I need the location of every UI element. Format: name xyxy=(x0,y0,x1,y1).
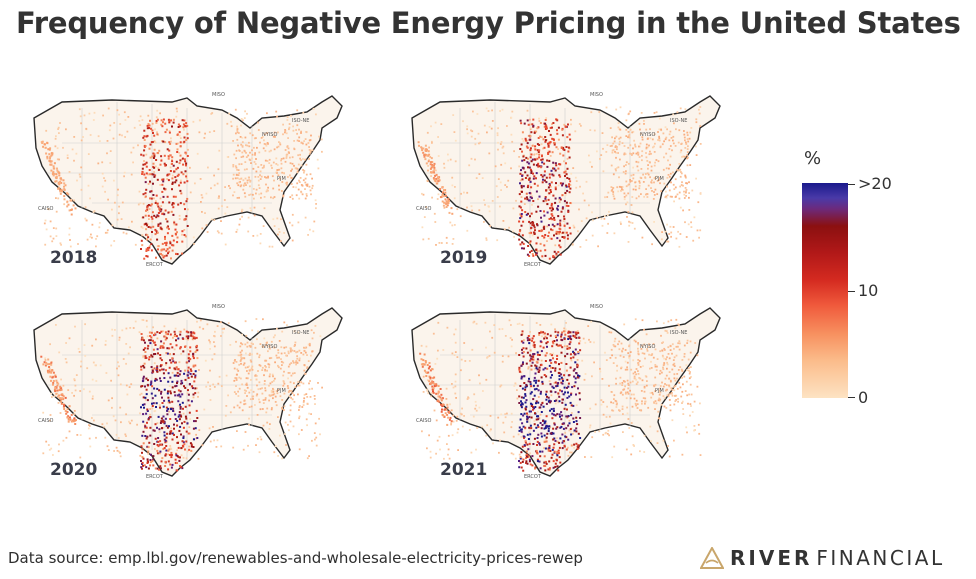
us-map: MISO ISO-NE NYISO PJM CAISO ERCOT xyxy=(33,92,343,268)
iso-label-nyiso: NYISO xyxy=(640,132,655,138)
map-panel-2018: MISO ISO-NE NYISO PJM CAISO ERCOT 2018 xyxy=(22,88,352,288)
us-map: MISO ISO-NE NYISO PJM CAISO ERCOT xyxy=(411,304,721,480)
legend-color-bar xyxy=(802,183,848,398)
year-label: 2021 xyxy=(440,460,488,480)
data-source-note: Data source: emp.lbl.gov/renewables-and-… xyxy=(8,549,583,567)
price-node-dots xyxy=(419,318,702,472)
us-map: MISO ISO-NE NYISO PJM CAISO ERCOT xyxy=(33,304,343,480)
map-panel-2019: MISO ISO-NE NYISO PJM CAISO ERCOT 2019 xyxy=(400,88,730,288)
price-node-dots xyxy=(40,107,323,260)
price-node-dots xyxy=(40,318,323,472)
iso-label-ercot: ERCOT xyxy=(146,474,164,480)
legend-title: % xyxy=(804,148,822,169)
river-logo-icon xyxy=(700,547,724,569)
iso-label-caiso: CAISO xyxy=(38,418,54,424)
iso-label-pjm: PJM xyxy=(277,176,286,182)
brand-sub: FINANCIAL xyxy=(816,546,945,570)
iso-label-ercot: ERCOT xyxy=(524,474,542,480)
iso-label-isone: ISO-NE xyxy=(670,118,687,124)
brand-name: RIVER xyxy=(730,546,813,570)
map-panel-2020: MISO ISO-NE NYISO PJM CAISO ERCOT 2020 xyxy=(22,300,352,500)
iso-label-pjm: PJM xyxy=(655,176,664,182)
iso-label-ercot: ERCOT xyxy=(524,262,542,268)
legend-tick-mark xyxy=(848,397,855,398)
map-panel-2021: MISO ISO-NE NYISO PJM CAISO ERCOT 2021 xyxy=(400,300,730,500)
legend-tick-mark xyxy=(848,291,855,292)
iso-label-miso: MISO xyxy=(590,92,603,98)
iso-label-isone: ISO-NE xyxy=(292,330,309,336)
iso-label-caiso: CAISO xyxy=(416,418,432,424)
year-label: 2019 xyxy=(440,248,488,268)
year-label: 2020 xyxy=(50,460,98,480)
iso-label-miso: MISO xyxy=(590,304,603,310)
legend-tick-min: 0 xyxy=(858,388,869,407)
state-borders xyxy=(47,102,282,248)
iso-label-ercot: ERCOT xyxy=(146,262,164,268)
year-label: 2018 xyxy=(50,248,98,268)
iso-label-isone: ISO-NE xyxy=(292,118,309,124)
chart-title: Frequency of Negative Energy Pricing in … xyxy=(16,6,961,40)
iso-label-nyiso: NYISO xyxy=(640,344,655,350)
iso-label-miso: MISO xyxy=(212,92,225,98)
legend-tick-max: >20 xyxy=(858,174,892,193)
iso-label-pjm: PJM xyxy=(277,388,286,394)
iso-label-miso: MISO xyxy=(212,304,225,310)
iso-label-isone: ISO-NE xyxy=(670,330,687,336)
iso-label-caiso: CAISO xyxy=(416,206,432,212)
iso-label-nyiso: NYISO xyxy=(262,344,277,350)
iso-label-nyiso: NYISO xyxy=(262,132,277,138)
us-outline xyxy=(33,95,343,265)
legend-tick-mark xyxy=(848,184,855,185)
legend-tick-mid: 10 xyxy=(858,281,879,300)
iso-label-caiso: CAISO xyxy=(38,206,54,212)
iso-label-pjm: PJM xyxy=(655,388,664,394)
us-map: MISO ISO-NE NYISO PJM CAISO ERCOT xyxy=(411,92,721,268)
color-legend: % >20 10 0 xyxy=(800,148,900,408)
brand-logo: RIVER FINANCIAL xyxy=(700,544,945,572)
price-node-dots xyxy=(417,106,702,260)
